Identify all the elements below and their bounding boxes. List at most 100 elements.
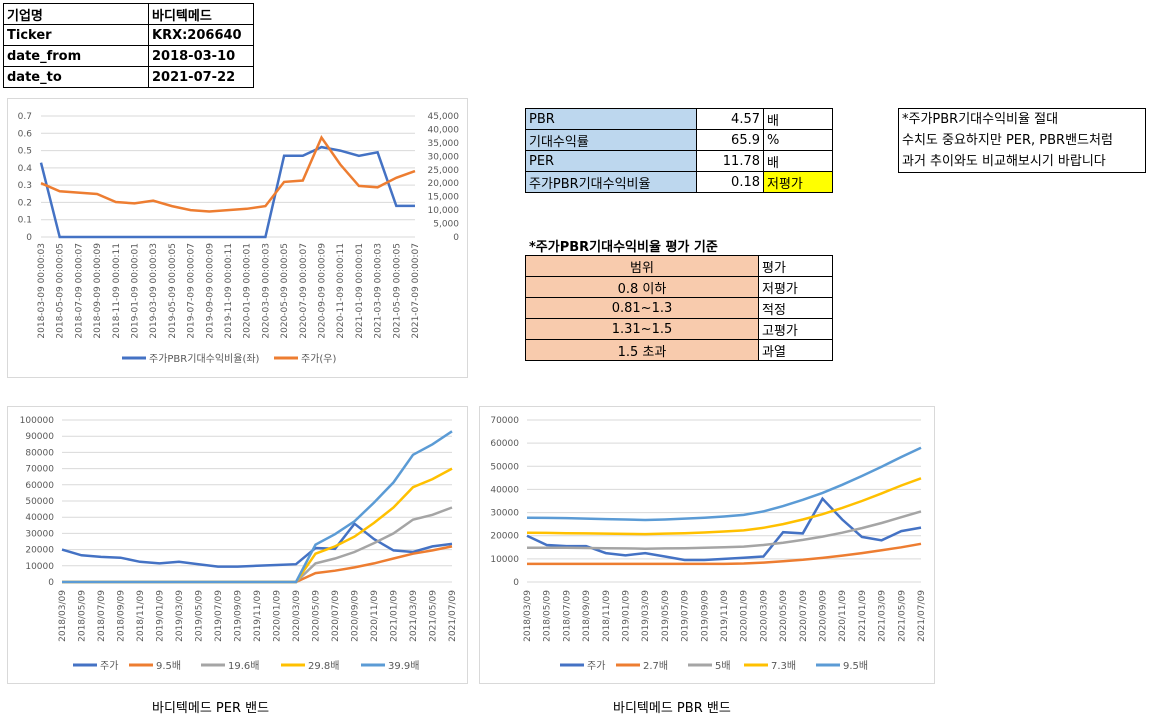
y-tick-label: 70000	[25, 465, 54, 475]
criteria-table: 범위 평가 0.8 이하 저평가 0.81~1.3 적정 1.31~1.5 고평…	[525, 255, 833, 361]
x-tick-label: 2019-05-09 00:00:05	[168, 243, 178, 339]
x-tick-label: 2018/11/09	[136, 590, 146, 642]
legend-label: 주가	[100, 660, 118, 672]
x-tick-label: 2020/01/09	[273, 590, 283, 642]
x-tick-label: 2018-05-09 00:00:05	[56, 243, 66, 339]
y-tick-label: 20000	[490, 532, 519, 542]
x-tick-label: 2018/07/09	[97, 590, 107, 642]
x-tick-label: 2019-11-09 00:00:11	[224, 243, 234, 339]
series-line	[527, 510, 922, 550]
per-band-chart-box: 0 10000 20000 30000 40000 50000 60000 70000 8000…	[7, 406, 468, 684]
x-tick-label: 2020-05-09 00:00:05	[280, 243, 290, 339]
criteria-range-header: 범위	[525, 255, 759, 277]
x-tick-label: 2019/03/09	[175, 590, 185, 642]
pbr-band-chart-box: 0 10000 20000 30000 40000 50000 60000 70000 2018…	[479, 406, 935, 684]
x-tick-label: 2020/05/09	[779, 590, 789, 642]
x-tick-label: 2020-11-09 00:00:11	[336, 243, 346, 339]
x-tick-label: 2020-07-09 00:00:07	[299, 243, 309, 339]
y-right-tick-label: 30,000	[428, 152, 460, 162]
x-tick-label: 2019/01/09	[156, 590, 166, 642]
y-left-tick-label: 0.5	[18, 147, 32, 157]
info-value: 바디텍메드	[148, 3, 254, 25]
x-tick-label: 2020/03/09	[759, 590, 769, 642]
metric-label: PER	[525, 150, 697, 172]
x-tick-label: 2019/03/09	[641, 590, 651, 642]
y-left-tick-label: 0.7	[18, 112, 32, 122]
x-tick-label: 2019/11/09	[253, 590, 263, 642]
x-tick-label: 2021/03/09	[409, 590, 419, 642]
y-tick-label: 10000	[490, 555, 519, 565]
x-tick-label: 2018-07-09 00:00:07	[74, 243, 84, 339]
series-line	[62, 545, 453, 584]
x-tick-label: 2018/11/09	[602, 590, 612, 642]
y-right-tick-label: 15,000	[428, 193, 460, 203]
legend-label: 39.9배	[388, 660, 419, 672]
x-tick-label: 2018/09/09	[117, 590, 127, 642]
series-line	[526, 477, 922, 536]
x-tick-label: 2021/01/09	[858, 590, 868, 642]
criteria-range: 0.81~1.3	[525, 297, 759, 319]
y-tick-label: 0	[513, 578, 519, 588]
metric-unit: 배	[763, 108, 833, 130]
per-chart-caption: 바디텍메드 PER 밴드	[152, 701, 270, 716]
y-tick-label: 10000	[25, 562, 54, 572]
x-tick-label: 2021-07-09 00:00:07	[411, 243, 421, 339]
criteria-eval: 과열	[758, 339, 833, 361]
criteria-row: 1.31~1.5 고평가	[525, 318, 833, 340]
note-line: 수치도 중요하지만 PER, PBR밴드처럼	[902, 133, 1113, 148]
y-tick-label: 100000	[20, 416, 55, 426]
info-value: KRX:206640	[148, 24, 254, 46]
x-tick-label: 2020-09-09 00:00:09	[318, 243, 328, 339]
criteria-eval: 고평가	[758, 318, 833, 340]
legend-label: 주가(우)	[301, 353, 337, 365]
criteria-eval: 적정	[758, 297, 833, 319]
company-info-table: 기업명 바디텍메드 Ticker KRX:206640 date_from 20…	[3, 3, 254, 88]
x-tick-label: 2018/03/09	[523, 590, 533, 642]
y-left-tick-label: 0.6	[18, 129, 33, 139]
note-box: *주가PBR기대수익비율 절대 수치도 중요하지만 PER, PBR밴드처럼 과…	[898, 108, 1146, 173]
ratio-chart: 0 0.1 0.2 0.3 0.4 0.5 0.6 0.7 0 5,000 10,000 15,000…	[18, 112, 460, 365]
x-tick-label: 2018/09/09	[582, 590, 592, 642]
y-tick-label: 60000	[490, 439, 519, 449]
y-tick-label: 50000	[490, 462, 519, 472]
criteria-range: 0.8 이하	[525, 276, 759, 298]
series-line	[526, 446, 922, 522]
x-tick-label: 2021/05/09	[897, 590, 907, 642]
series-line	[39, 145, 415, 239]
y-tick-label: 30000	[25, 529, 54, 539]
x-tick-label: 2019/05/09	[661, 590, 671, 642]
metric-row: PER 11.78 배	[525, 150, 833, 172]
y-right-tick-label: 10,000	[428, 206, 460, 216]
y-tick-label: 20000	[25, 546, 54, 556]
x-tick-label: 2020-03-09 00:00:03	[261, 243, 271, 339]
metric-row: 기대수익률 65.9 %	[525, 129, 833, 151]
x-tick-label: 2020/03/09	[292, 590, 302, 642]
x-tick-label: 2019/01/09	[622, 590, 632, 642]
info-value: 2018-03-10	[148, 45, 254, 67]
x-tick-label: 2020/01/09	[740, 590, 750, 642]
x-tick-label: 2019-09-09 00:00:09	[205, 243, 215, 339]
criteria-eval-header: 평가	[758, 255, 833, 277]
series-line	[40, 134, 416, 213]
info-value: 2021-07-22	[148, 66, 254, 88]
legend-label: 29.8배	[308, 660, 339, 672]
x-tick-label: 2018/05/09	[543, 590, 553, 642]
criteria-row: 0.81~1.3 적정	[525, 297, 833, 319]
ratio-chart-box: 0 0.1 0.2 0.3 0.4 0.5 0.6 0.7 0 5,000 10,000 15,000…	[7, 98, 468, 378]
x-tick-label: 2020/09/09	[819, 590, 829, 642]
legend-label: 9.5배	[156, 660, 181, 672]
x-tick-label: 2019/07/09	[681, 590, 691, 642]
pbr-band-chart: 0 10000 20000 30000 40000 50000 60000 70000 2018…	[490, 416, 927, 672]
x-tick-label: 2019/09/09	[234, 590, 244, 642]
x-tick-label: 2020/05/09	[312, 590, 322, 642]
info-label: date_to	[3, 66, 149, 88]
y-left-tick-label: 0.4	[18, 164, 33, 174]
y-tick-label: 90000	[25, 432, 54, 442]
legend-label: 9.5배	[843, 660, 868, 672]
criteria-row: 0.8 이하 저평가	[525, 276, 833, 298]
x-tick-label: 2020/07/09	[331, 590, 341, 642]
metric-label: PBR	[525, 108, 697, 130]
y-right-tick-label: 35,000	[428, 139, 460, 149]
info-row: 기업명 바디텍메드	[3, 3, 254, 25]
x-tick-label: 2019-07-09 00:00:07	[187, 243, 197, 339]
